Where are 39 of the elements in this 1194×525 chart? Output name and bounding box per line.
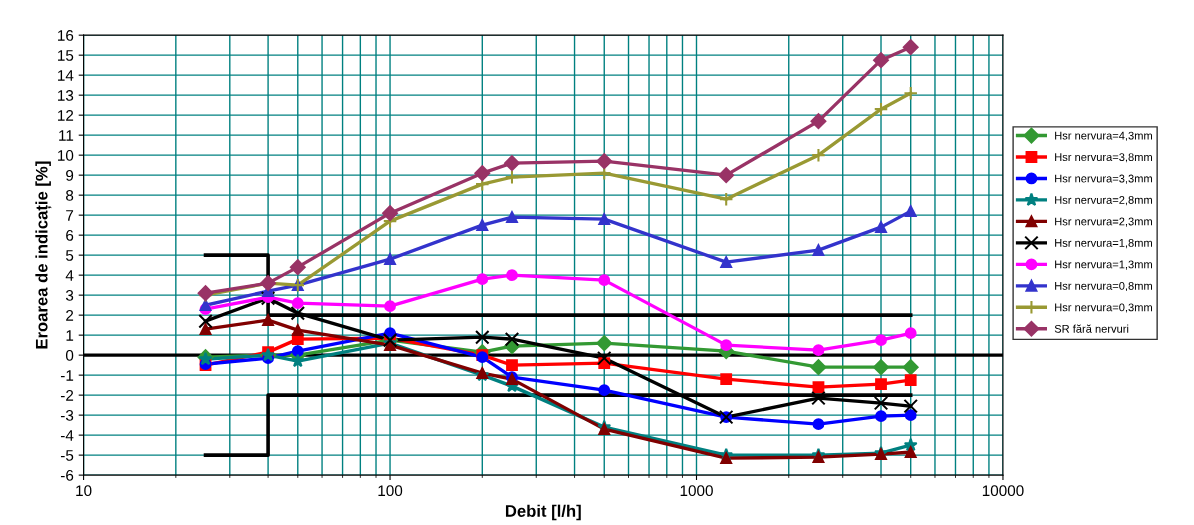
y-tick-label: 16 xyxy=(58,30,74,41)
y-tick-label: -1 xyxy=(60,370,74,381)
legend-label: Hsr nervura=1,8mm xyxy=(1055,239,1152,249)
x-tick-label: 1000 xyxy=(680,485,713,497)
legend-label: Hsr nervura=0,3mm xyxy=(1055,303,1152,313)
legend-label: Hsr nervura=2,3mm xyxy=(1055,217,1152,227)
y-tick-label: 7 xyxy=(66,210,74,221)
x-tick-label: 100 xyxy=(378,485,403,497)
legend-label: Hsr nervura=3,3mm xyxy=(1055,174,1152,184)
x-axis-title: Debit [l/h] xyxy=(505,504,581,521)
legend-label: Hsr nervura=3,8mm xyxy=(1055,153,1152,163)
y-tick-label: 3 xyxy=(65,290,74,301)
y-tick-label: 4 xyxy=(65,270,74,281)
y-axis-title: Eroarea de indicație [%] xyxy=(35,161,52,349)
y-tick-label: 14 xyxy=(58,70,74,81)
y-tick-label: 5 xyxy=(65,250,74,261)
legend-label: Hsr nervura=1,3mm xyxy=(1055,260,1152,270)
legend-label: Hsr nervura=2,8mm xyxy=(1055,196,1152,206)
y-tick-label: 10 xyxy=(58,150,74,161)
y-tick-label: 15 xyxy=(58,50,74,61)
legend-label: Hsr nervura=0,8mm xyxy=(1055,281,1152,292)
y-tick-label: -5 xyxy=(60,450,74,461)
y-tick-label: 13 xyxy=(58,90,74,101)
y-tick-label: 0 xyxy=(65,350,74,361)
y-tick-label: -3 xyxy=(60,410,74,421)
y-tick-label: 12 xyxy=(58,110,74,121)
y-tick-label: 9 xyxy=(66,170,74,181)
legend-label: Hsr nervura=4,3mm xyxy=(1055,131,1152,141)
y-tick-label: -4 xyxy=(60,430,74,441)
y-tick-label: 2 xyxy=(66,310,74,321)
y-tick-label: -2 xyxy=(60,390,74,401)
y-tick-label: 11 xyxy=(59,130,74,141)
legend-label: SR fără nervuri xyxy=(1054,324,1129,333)
y-tick-label: 6 xyxy=(66,230,74,241)
y-tick-label: 1 xyxy=(66,330,74,341)
y-tick-label: 8 xyxy=(66,190,74,201)
x-tick-label: 10000 xyxy=(982,485,1024,497)
y-tick-label: -6 xyxy=(60,469,74,481)
x-tick-label: 10 xyxy=(76,485,92,497)
